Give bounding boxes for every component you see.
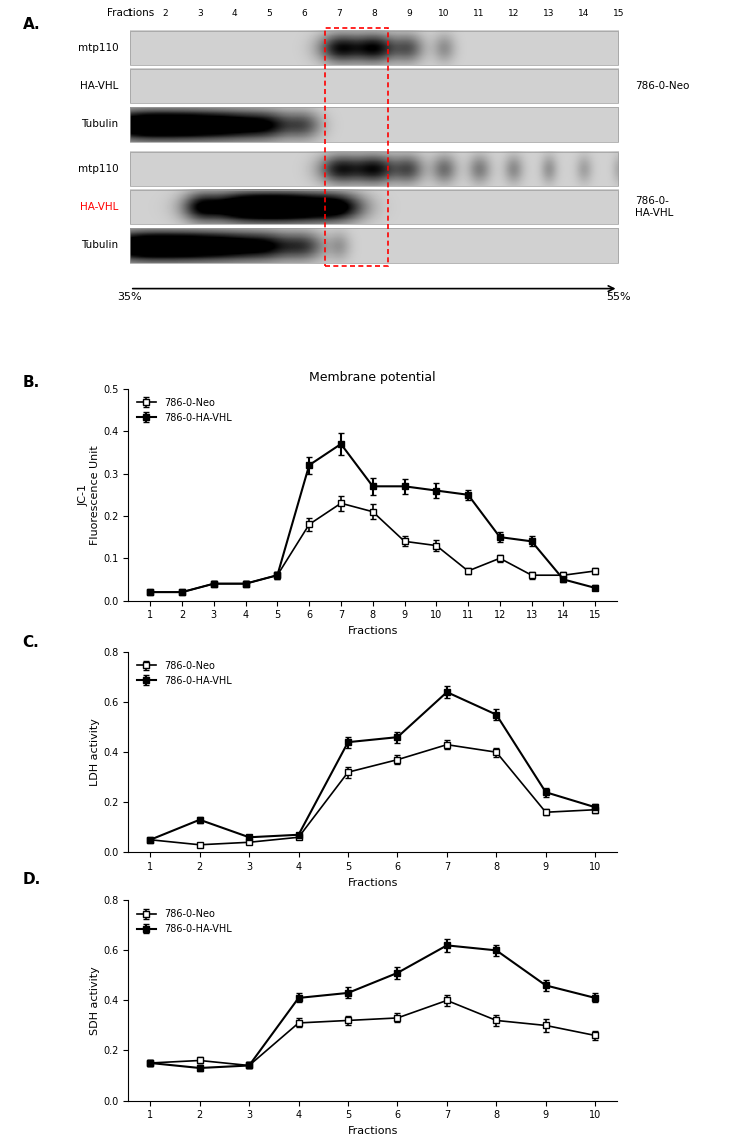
Text: 4: 4 [232, 9, 237, 17]
Text: 35%: 35% [117, 292, 142, 302]
Bar [130, 69, 618, 103]
Legend: 786-0-Neo, 786-0-HA-VHL: 786-0-Neo, 786-0-HA-VHL [133, 394, 236, 427]
Text: 5: 5 [267, 9, 273, 17]
Text: D.: D. [23, 872, 41, 887]
X-axis label: Fractions: Fractions [348, 877, 398, 888]
Bar [130, 31, 618, 65]
Bar [130, 229, 618, 262]
Text: mtp110: mtp110 [78, 164, 118, 174]
Text: Tubulin: Tubulin [81, 240, 118, 251]
Text: 786-0-
HA-VHL: 786-0- HA-VHL [636, 197, 674, 219]
Text: mtp110: mtp110 [78, 43, 118, 53]
Text: C.: C. [23, 635, 39, 650]
Text: 3: 3 [197, 9, 203, 17]
Text: 6: 6 [301, 9, 307, 17]
Text: Fractions: Fractions [107, 8, 154, 18]
Text: 12: 12 [508, 9, 520, 17]
Y-axis label: SDH activity: SDH activity [90, 966, 100, 1035]
Text: 1: 1 [127, 9, 133, 17]
X-axis label: Fractions: Fractions [348, 1126, 398, 1136]
Y-axis label: JC-1
Fluorescence Unit: JC-1 Fluorescence Unit [78, 445, 100, 545]
Text: A.: A. [23, 17, 40, 32]
Bar [325, 27, 389, 265]
Text: 2: 2 [162, 9, 168, 17]
Text: HA-VHL: HA-VHL [81, 81, 118, 92]
Bar [130, 190, 618, 224]
Text: Tubulin: Tubulin [81, 119, 118, 129]
Text: 8: 8 [371, 9, 377, 17]
Bar [130, 108, 618, 142]
Text: 55%: 55% [606, 292, 631, 302]
X-axis label: Fractions: Fractions [348, 626, 398, 636]
Text: 9: 9 [406, 9, 412, 17]
Text: 13: 13 [543, 9, 554, 17]
Text: B.: B. [23, 375, 40, 390]
Text: 15: 15 [613, 9, 624, 17]
Y-axis label: LDH activity: LDH activity [90, 718, 100, 786]
Legend: 786-0-Neo, 786-0-HA-VHL: 786-0-Neo, 786-0-HA-VHL [133, 657, 236, 690]
Legend: 786-0-Neo, 786-0-HA-VHL: 786-0-Neo, 786-0-HA-VHL [133, 905, 236, 938]
Title: Membrane potential: Membrane potential [309, 371, 436, 383]
Bar [130, 152, 618, 186]
Text: 14: 14 [578, 9, 589, 17]
Text: 7: 7 [337, 9, 342, 17]
Text: 11: 11 [473, 9, 485, 17]
Text: 10: 10 [438, 9, 450, 17]
Text: HA-VHL: HA-VHL [81, 202, 118, 213]
Text: 786-0-Neo: 786-0-Neo [636, 81, 690, 92]
